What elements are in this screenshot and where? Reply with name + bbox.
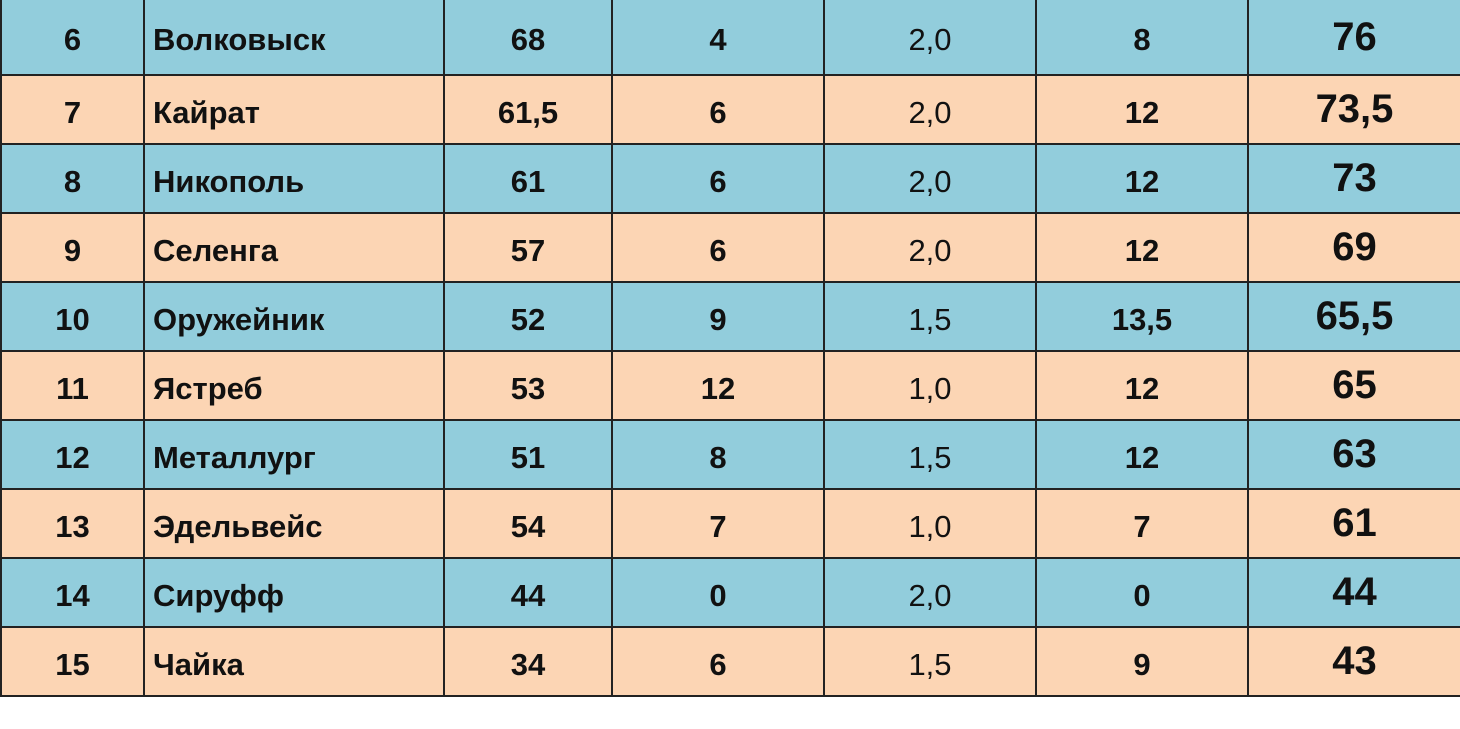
table-cell: 7 — [0, 74, 145, 145]
table-cell: 12 — [611, 350, 825, 421]
table-cell: 73 — [1247, 143, 1460, 214]
table-cell: 8 — [0, 143, 145, 214]
table-cell: 65,5 — [1247, 281, 1460, 352]
table-cell: 7 — [611, 488, 825, 559]
table-cell: 1,5 — [823, 281, 1037, 352]
table-cell: 63 — [1247, 419, 1460, 490]
table-cell: 2,0 — [823, 212, 1037, 283]
table-cell: 69 — [1247, 212, 1460, 283]
table-row: 8 Никополь 61 6 2,0 12 73 — [0, 143, 1460, 214]
table-cell: 4 — [611, 0, 825, 76]
table-cell: Селенга — [143, 212, 445, 283]
table-cell: 9 — [1035, 626, 1249, 697]
table-row: 11 Ястреб 53 12 1,0 12 65 — [0, 350, 1460, 421]
table-cell: 44 — [443, 557, 613, 628]
table-cell: 61,5 — [443, 74, 613, 145]
standings-table: 6 Волковыск 68 4 2,0 8 76 7 Кайрат 61,5 6 2,0 12 73,5… — [0, 0, 1460, 697]
table-row: 12 Металлург 51 8 1,5 12 63 — [0, 419, 1460, 490]
table-cell: 12 — [1035, 350, 1249, 421]
table-cell: 9 — [0, 212, 145, 283]
table-cell: 52 — [443, 281, 613, 352]
table-cell: 12 — [0, 419, 145, 490]
table-cell: Оружейник — [143, 281, 445, 352]
table-row: 15 Чайка 34 6 1,5 9 43 — [0, 626, 1460, 697]
table-cell: 57 — [443, 212, 613, 283]
table-cell: Кайрат — [143, 74, 445, 145]
table-cell: 51 — [443, 419, 613, 490]
table-cell: 61 — [443, 143, 613, 214]
table-row: 10 Оружейник 52 9 1,5 13,5 65,5 — [0, 281, 1460, 352]
table-cell: 6 — [611, 212, 825, 283]
table-cell: 6 — [611, 74, 825, 145]
table-cell: 76 — [1247, 0, 1460, 76]
table-cell: 73,5 — [1247, 74, 1460, 145]
table-cell: 13,5 — [1035, 281, 1249, 352]
table-cell: 11 — [0, 350, 145, 421]
table-cell: Чайка — [143, 626, 445, 697]
table-cell: Волковыск — [143, 0, 445, 76]
table-cell: 13 — [0, 488, 145, 559]
table-row: 14 Сируфф 44 0 2,0 0 44 — [0, 557, 1460, 628]
table-cell: 12 — [1035, 143, 1249, 214]
table-cell: 6 — [611, 143, 825, 214]
table-cell: 0 — [1035, 557, 1249, 628]
table-cell: 44 — [1247, 557, 1460, 628]
table-cell: 10 — [0, 281, 145, 352]
table-row: 7 Кайрат 61,5 6 2,0 12 73,5 — [0, 74, 1460, 145]
table-cell: 43 — [1247, 626, 1460, 697]
table-cell: 12 — [1035, 212, 1249, 283]
table-cell: Ястреб — [143, 350, 445, 421]
table-cell: 6 — [0, 0, 145, 76]
table-cell: 6 — [611, 626, 825, 697]
table-cell: Никополь — [143, 143, 445, 214]
table-cell: 2,0 — [823, 557, 1037, 628]
table-row: 9 Селенга 57 6 2,0 12 69 — [0, 212, 1460, 283]
table-cell: 8 — [1035, 0, 1249, 76]
table-cell: 65 — [1247, 350, 1460, 421]
table-row: 6 Волковыск 68 4 2,0 8 76 — [0, 0, 1460, 76]
table-cell: 54 — [443, 488, 613, 559]
table-cell: 1,0 — [823, 350, 1037, 421]
table-cell: 9 — [611, 281, 825, 352]
table-cell: Сируфф — [143, 557, 445, 628]
table-cell: Металлург — [143, 419, 445, 490]
table-cell: 2,0 — [823, 74, 1037, 145]
table-row: 13 Эдельвейс 54 7 1,0 7 61 — [0, 488, 1460, 559]
table-cell: 61 — [1247, 488, 1460, 559]
table-cell: 12 — [1035, 74, 1249, 145]
table-cell: 1,5 — [823, 626, 1037, 697]
table-cell: 1,0 — [823, 488, 1037, 559]
table-cell: 34 — [443, 626, 613, 697]
table-body: 6 Волковыск 68 4 2,0 8 76 7 Кайрат 61,5 6 2,0 12 73,5… — [0, 0, 1460, 697]
table-cell: Эдельвейс — [143, 488, 445, 559]
table-cell: 12 — [1035, 419, 1249, 490]
table-cell: 14 — [0, 557, 145, 628]
table-cell: 1,5 — [823, 419, 1037, 490]
table-cell: 53 — [443, 350, 613, 421]
table-cell: 2,0 — [823, 0, 1037, 76]
table-cell: 2,0 — [823, 143, 1037, 214]
table-cell: 15 — [0, 626, 145, 697]
table-cell: 0 — [611, 557, 825, 628]
table-cell: 8 — [611, 419, 825, 490]
table-cell: 7 — [1035, 488, 1249, 559]
table-cell: 68 — [443, 0, 613, 76]
